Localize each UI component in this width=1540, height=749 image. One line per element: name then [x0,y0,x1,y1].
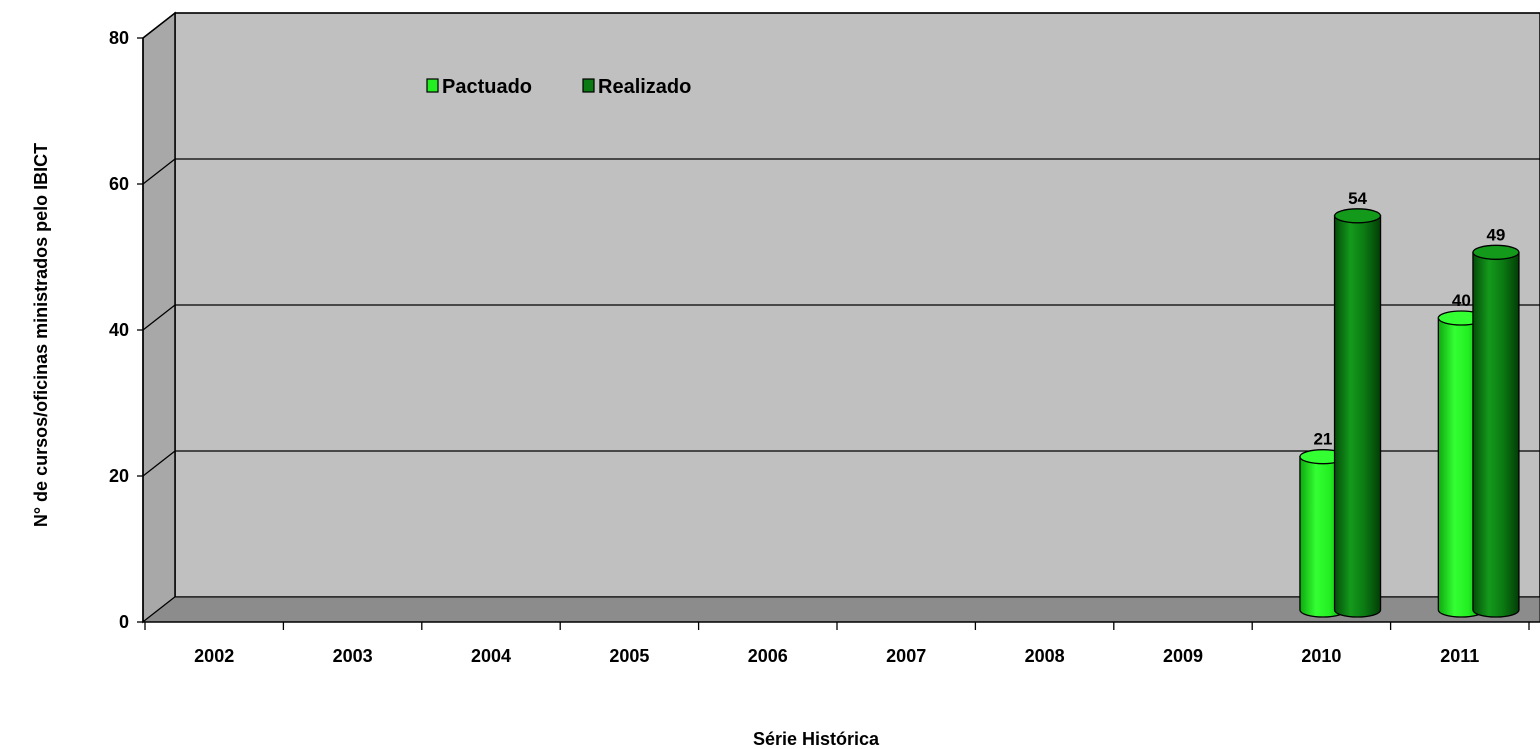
legend-item-realizado: Realizado [582,76,691,98]
legend-swatch-realizado [582,78,595,93]
y-tick-label-60: 60 [109,174,129,194]
y-tick-label-0: 0 [119,612,129,632]
legend-item-pactuado: Pactuado [426,76,532,98]
y-axis-title: N° de cursos/oficinas ministrados pelo I… [31,143,51,527]
gridline-20 [142,450,1540,477]
bar-realizado-2010 [1333,208,1382,618]
x-tick-label-2002: 2002 [194,646,234,666]
legend-label-pactuado: Pactuado [442,76,532,98]
data-label-pactuado-2011: 40 [1452,291,1471,310]
data-label-realizado-2011: 49 [1486,225,1505,244]
x-tick-label-2009: 2009 [1163,646,1203,666]
bar-body-realizado-2010 [1333,215,1382,618]
bar-cap-realizado-2010 [1333,208,1382,224]
x-tick-label-2005: 2005 [609,646,649,666]
gridline-40 [142,304,1540,331]
x-axis-title: Série Histórica [753,729,880,749]
x-tick-label-2004: 2004 [471,646,511,666]
legend: Pactuado Realizado [426,76,691,98]
bar-cap-realizado-2011 [1472,244,1520,260]
x-tick-label-2007: 2007 [886,646,926,666]
y-tick-label-80: 80 [109,28,129,48]
x-tick-label-2010: 2010 [1301,646,1341,666]
bar-realizado-2011 [1472,244,1520,618]
data-labels: 21 40 54 49 [1313,189,1505,449]
bar-body-realizado-2011 [1472,251,1520,618]
data-label-realizado-2010: 54 [1348,189,1367,208]
bars [1299,208,1520,618]
y-axis: 0 20 40 60 80 [109,28,143,632]
data-label-pactuado-2010: 21 [1313,430,1332,449]
gridlines [142,12,1540,477]
x-tick-label-2003: 2003 [333,646,373,666]
x-tick-label-2006: 2006 [748,646,788,666]
x-axis: 2002 2003 2004 2005 2006 2007 2008 2009 2010 2011 [142,38,1540,666]
y-tick-label-20: 20 [109,466,129,486]
legend-swatch-pactuado [426,78,439,93]
legend-label-realizado: Realizado [598,76,691,98]
x-tick-label-2011: 2011 [1440,646,1479,666]
gridline-80 [142,12,1540,39]
y-tick-label-40: 40 [109,320,129,340]
x-tick-label-2008: 2008 [1025,646,1065,666]
gridline-60 [142,158,1540,185]
